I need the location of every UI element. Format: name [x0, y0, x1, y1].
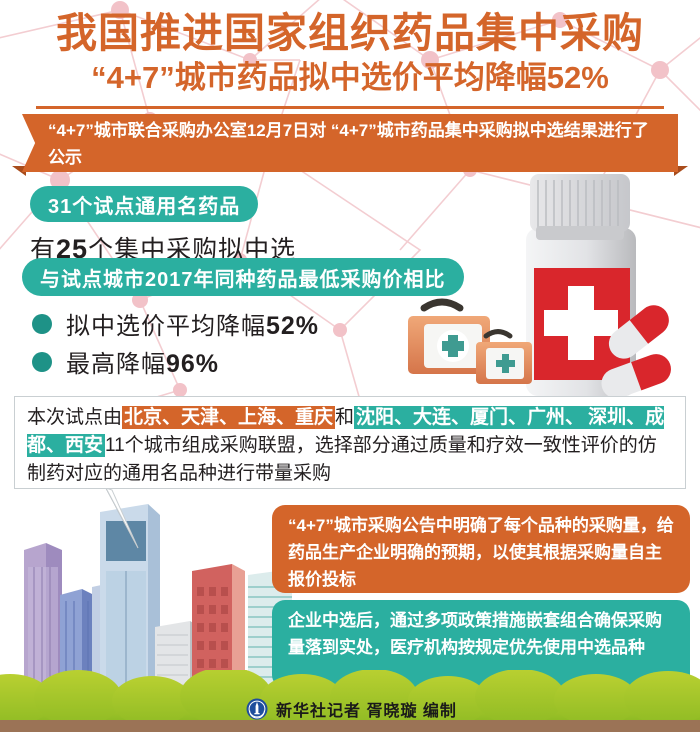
callout-tail-pointer [62, 488, 139, 549]
card-conjunction: 和 [335, 407, 355, 428]
stat-pill-comparison-basis: 与试点城市2017年同种药品最低采购价相比 [22, 258, 464, 296]
bullet-label: 拟中选价平均降幅 [66, 313, 266, 340]
card-lead: 本次试点由 [27, 407, 123, 428]
bullet-value: 96% [166, 350, 220, 378]
credit-text: 新华社记者 胥晓璇 编制 [276, 703, 457, 720]
page-title: 我国推进国家组织药品集中采购 [56, 10, 644, 56]
pilot-cities-card: 本次试点由 北京、天津、上海、重庆和沈阳、大连、厦门、广州、 深圳、成都、西安 11个… [14, 396, 686, 489]
title-divider-rule [36, 106, 664, 109]
pilot-cities-text: 本次试点由 北京、天津、上海、重庆和沈阳、大连、厦门、广州、 深圳、成都、西安 11个… [27, 404, 675, 488]
ribbon-shadow-left [12, 166, 26, 176]
ribbon-banner-text: “4+7”城市联合采购办公室12月7日对 “4+7”城市药品集中采购拟中选结果进… [48, 121, 649, 167]
bullet-max-drop: 最高降幅96% [32, 344, 219, 379]
bullet-max-drop-text: 最高降幅96% [66, 344, 219, 379]
callout-box-procurement-volume: “4+7”城市采购公告中明确了每个品种的采购量，给药品生产企业明确的预期，以使其… [272, 505, 690, 593]
ribbon-banner-shape [22, 114, 678, 172]
bullet-average-drop: 拟中选价平均降幅52% [32, 306, 319, 341]
ribbon-shadow-right [674, 166, 688, 176]
page-subtitle: “4+7”城市药品拟中选价平均降幅52% [91, 60, 609, 96]
cities-highlight-orange: 北京、天津、上海、重庆 [122, 406, 336, 429]
callout-box-policy-measures: 企业中选后，通过多项政策措施嵌套组合确保采购量落到实处，医疗机构按规定优先使用中… [272, 600, 690, 688]
medicine-illustration [408, 174, 671, 399]
bullet-dot-icon [32, 351, 52, 372]
bullet-label: 最高降幅 [66, 351, 166, 378]
card-tail-text: 11个城市组成采购联盟，选择部分通过质量和疗效一致性评价的仿制药对应的通用名品种… [27, 435, 657, 484]
bullet-dot-icon [32, 313, 52, 334]
poster-title-block: 我国推进国家组织药品集中采购 “4+7”城市药品拟中选价平均降幅52% [0, 0, 700, 95]
bullet-average-drop-text: 拟中选价平均降幅52% [66, 306, 319, 341]
cities-highlight-teal-1: 沈阳、大连、厦门、广州、 [354, 406, 587, 429]
ground-strip [0, 716, 700, 732]
stat-pill-pilot-drugs: 31个试点通用名药品 [30, 186, 259, 222]
xinhua-logo-icon [246, 698, 268, 720]
bullet-value: 52% [266, 312, 320, 340]
credit-block: 新华社记者 胥晓璇 编制 [246, 697, 457, 721]
